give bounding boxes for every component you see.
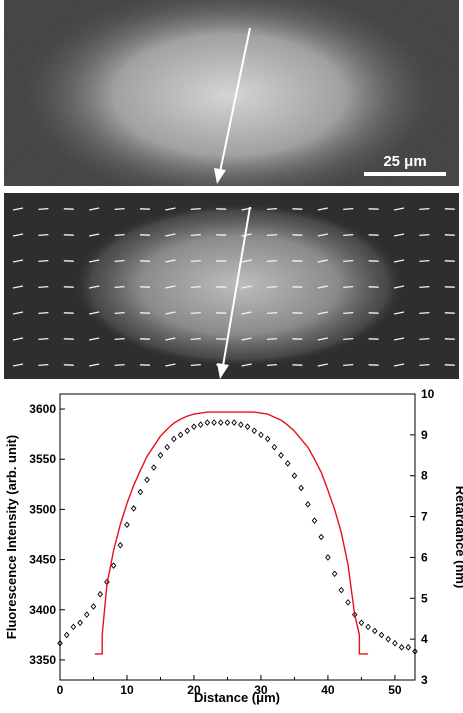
orientation-tick xyxy=(115,261,125,262)
orientation-tick xyxy=(267,261,277,262)
orientation-tick xyxy=(115,287,125,288)
fluorescence-image: 25 μm xyxy=(4,0,459,186)
orientation-tick xyxy=(343,313,353,314)
x-tick-label: 50 xyxy=(388,683,402,697)
orientation-tick xyxy=(191,339,201,340)
orientation-tick xyxy=(419,313,429,314)
orientation-tick xyxy=(191,209,201,210)
y-left-tick-label: 3400 xyxy=(29,603,56,617)
orientation-tick xyxy=(38,287,48,288)
y-left-axis-label: Fluorescence Intensity (arb. unit) xyxy=(4,435,19,639)
orientation-tick xyxy=(343,261,353,262)
orientation-tick xyxy=(419,339,429,340)
orientation-tick xyxy=(419,209,429,210)
orientation-tick xyxy=(191,313,201,314)
x-tick-label: 10 xyxy=(120,683,134,697)
x-tick-label: 40 xyxy=(321,683,335,697)
orientation-tick xyxy=(115,339,125,340)
y-right-axis-label: Retardance (nm) xyxy=(453,486,463,589)
orientation-tick xyxy=(38,313,48,314)
orientation-tick xyxy=(38,261,48,262)
y-right-tick-label: 5 xyxy=(421,591,428,605)
y-left-tick-label: 3550 xyxy=(29,452,56,466)
orientation-tick xyxy=(267,313,277,314)
polarization-image-canvas xyxy=(4,193,459,379)
y-right-tick-label: 10 xyxy=(421,387,435,401)
orientation-tick xyxy=(343,287,353,288)
orientation-tick xyxy=(115,313,125,314)
y-right-tick-label: 9 xyxy=(421,428,428,442)
fluorescence-image-canvas: 25 μm xyxy=(4,0,459,186)
orientation-tick xyxy=(419,261,429,262)
cell-glow-mid xyxy=(74,203,404,367)
scale-bar xyxy=(364,172,446,176)
orientation-tick xyxy=(38,209,48,210)
orientation-tick xyxy=(38,365,48,366)
scale-bar-label: 25 μm xyxy=(383,153,426,170)
orientation-tick xyxy=(267,209,277,210)
orientation-tick xyxy=(38,235,48,236)
y-left-tick-label: 3600 xyxy=(29,402,56,416)
y-left-tick-label: 3350 xyxy=(29,653,56,667)
y-right-tick-label: 6 xyxy=(421,550,428,564)
x-axis-label: Distance (μm) xyxy=(194,690,280,705)
orientation-tick xyxy=(115,209,125,210)
orientation-tick xyxy=(191,365,201,366)
x-tick-label: 0 xyxy=(57,683,64,697)
orientation-tick xyxy=(267,365,277,366)
orientation-tick xyxy=(191,261,201,262)
orientation-tick xyxy=(343,235,353,236)
orientation-tick xyxy=(267,235,277,236)
orientation-tick xyxy=(191,235,201,236)
orientation-tick xyxy=(115,235,125,236)
polarization-image xyxy=(4,193,459,379)
y-left-tick-label: 3500 xyxy=(29,502,56,516)
orientation-tick xyxy=(419,365,429,366)
orientation-tick xyxy=(343,209,353,210)
orientation-tick xyxy=(343,339,353,340)
orientation-tick xyxy=(343,365,353,366)
orientation-tick xyxy=(191,287,201,288)
orientation-tick xyxy=(267,339,277,340)
orientation-tick xyxy=(419,235,429,236)
orientation-tick xyxy=(115,365,125,366)
y-right-tick-label: 4 xyxy=(421,632,428,646)
y-right-tick-label: 8 xyxy=(421,469,428,483)
y-right-tick-label: 3 xyxy=(421,673,428,687)
y-right-tick-label: 7 xyxy=(421,510,428,524)
orientation-tick xyxy=(419,287,429,288)
plot-frame xyxy=(60,394,415,680)
y-left-tick-label: 3450 xyxy=(29,553,56,567)
orientation-tick xyxy=(267,287,277,288)
orientation-tick xyxy=(38,339,48,340)
